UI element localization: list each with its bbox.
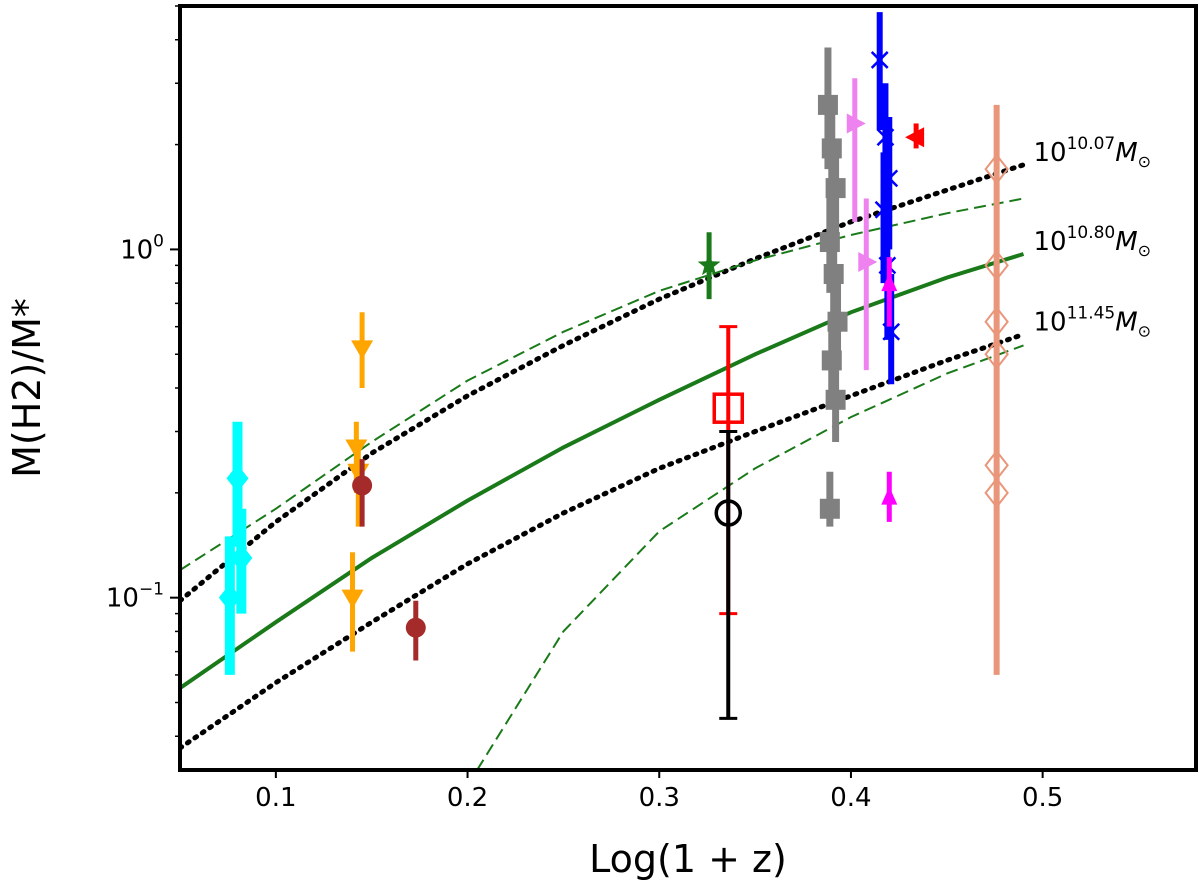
curve-label: 1011.45M⊙ [1033,303,1151,340]
circle-marker [714,499,743,527]
diamond-marker [984,153,1009,185]
triangle-marker [881,486,898,505]
y-axis-title: M(H2)/M* [5,298,49,478]
x-tick-label: 0.5 [1022,783,1063,813]
square-marker [819,498,840,519]
triangle-marker [858,252,878,273]
triangle-marker [846,113,866,134]
diamond-marker [984,338,1009,370]
star-marker [697,253,721,276]
series-magenta [881,257,898,522]
curve-label: 1010.07M⊙ [1033,134,1151,171]
series-salmon [984,104,1009,675]
curve-label: 1010.80M⊙ [1033,223,1151,260]
series-black-open-circle [714,430,743,720]
diamond-marker [230,543,253,572]
axis-ticks: 0.1 0.2 0.3 0.4 0.5 10−1 100 [106,5,1063,813]
curve-labels: 1010.07M⊙ 1010.80M⊙ 1011.45M⊙ [1033,134,1151,341]
curve-dotted [180,331,1026,751]
square-marker [712,392,745,424]
triangle-marker [881,273,898,292]
curve-dashed [180,197,1024,571]
x-axis-title: Log(1 + z) [589,837,787,881]
triangle-marker [905,127,925,148]
series-violet [846,78,878,371]
diamond-marker [226,464,249,493]
y-tick-label: 10−1 [106,580,164,614]
curve-dashed [476,344,1024,770]
triangle-marker [341,589,364,609]
curve-dotted [180,162,1026,604]
series-blue [870,12,901,385]
y-tick-label: 100 [120,231,164,265]
x-tick-label: 0.2 [447,783,488,813]
x-tick-label: 0.1 [255,783,296,813]
x-marker [882,322,901,341]
plot-frame [178,4,1198,772]
diamond-marker [984,477,1009,509]
diamond-marker [984,249,1009,281]
x-marker [870,51,889,69]
series-red-triangle [905,123,925,149]
x-tick-label: 0.4 [830,783,871,813]
diamond-marker [984,306,1009,338]
diamond-marker [218,583,241,612]
x-tick-label: 0.3 [639,783,680,813]
data-points [218,12,1009,720]
series-cyan [218,421,253,675]
curve-solid [180,252,1025,690]
model-curves [180,162,1026,770]
square-marker [825,389,846,410]
triangle-marker [351,340,374,360]
circle-marker [405,617,426,638]
series-gray [817,47,848,527]
circle-marker [352,475,373,496]
series-green [697,232,721,300]
square-marker [821,350,842,371]
series-brown [352,459,426,661]
square-marker [825,178,846,199]
